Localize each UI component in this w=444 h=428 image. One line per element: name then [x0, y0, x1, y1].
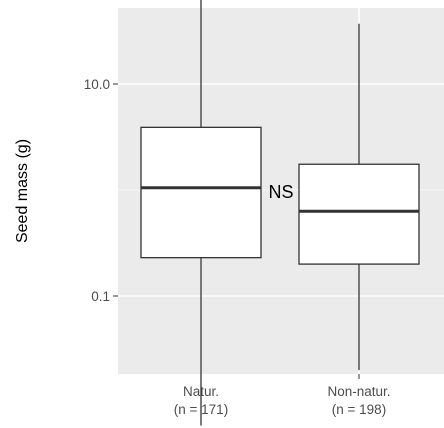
boxes: [140, 0, 420, 426]
x-axis: Natur.(n = 171)Non-natur.(n = 198): [174, 374, 391, 417]
ns-annotation: NS: [268, 182, 293, 202]
box-iqr: [140, 126, 262, 259]
box-iqr: [298, 163, 420, 265]
x-tick-sublabel: (n = 198): [332, 402, 386, 417]
box-2: [298, 23, 420, 371]
y-tick-label: 0.1: [91, 289, 110, 304]
y-axis-title: Seed mass (g): [14, 139, 31, 243]
x-tick-label: Non-natur.: [327, 384, 390, 399]
box-1: [140, 0, 262, 426]
y-axis: 0.110.01000.0: [84, 77, 118, 304]
y-tick-label: 10.0: [84, 77, 110, 92]
